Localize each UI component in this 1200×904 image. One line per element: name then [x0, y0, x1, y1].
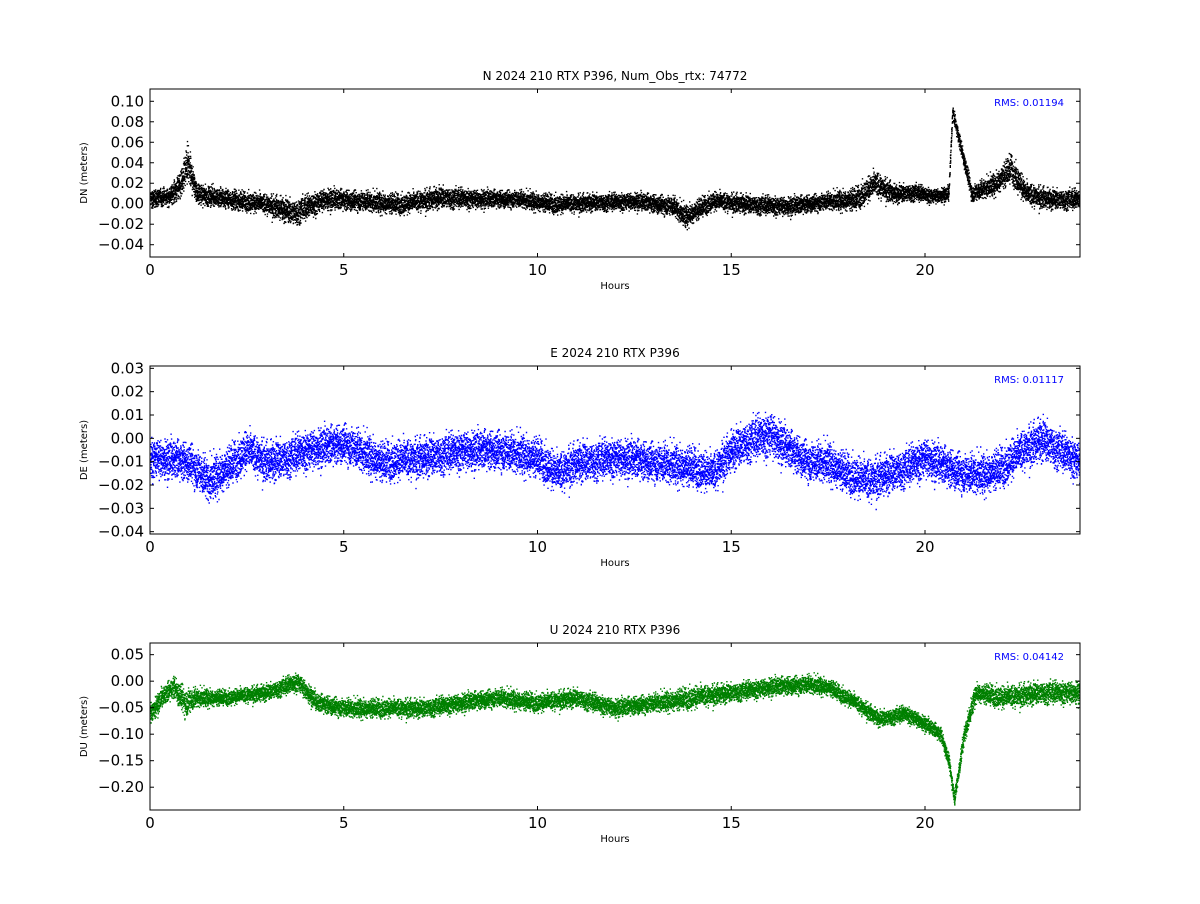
- x-tick-label-2-3: 15: [722, 814, 741, 832]
- axes-frame-2: [149, 642, 1081, 811]
- x-tick-label-0-3: 15: [722, 261, 741, 279]
- y-tick-label-2-4: 0.00: [111, 672, 144, 690]
- x-tick-label-0-4: 20: [915, 261, 934, 279]
- x-tick-label-1-4: 20: [915, 538, 934, 556]
- rms-annotation-2: RMS: 0.04142: [994, 652, 1064, 663]
- y-tick-label-1-7: 0.03: [111, 359, 144, 377]
- y-tick-label-1-0: −0.04: [98, 523, 144, 541]
- y-tick-label-2-2: −0.10: [98, 725, 144, 743]
- x-axis-label-2: Hours: [600, 834, 629, 845]
- x-tick-label-2-0: 0: [145, 814, 155, 832]
- rms-annotation-0: RMS: 0.01194: [994, 98, 1064, 109]
- x-tick-label-1-2: 10: [528, 538, 547, 556]
- x-tick-label-1-0: 0: [145, 538, 155, 556]
- series-2-0: [150, 672, 1080, 806]
- x-tick-label-1-1: 5: [339, 538, 349, 556]
- y-axis-label-2: DU (meters): [79, 696, 90, 757]
- x-tick-label-2-1: 5: [339, 814, 349, 832]
- chart-panel-2: 0 5 10 15 20 −0.20 −0.15 −0.10 −0.05 0.00 0.05 U 20…: [79, 623, 1081, 845]
- rms-annotation-1: RMS: 0.01117: [994, 375, 1064, 386]
- y-tick-label-0-1: −0.02: [98, 215, 144, 233]
- y-tick-label-0-7: 0.10: [111, 92, 144, 110]
- y-tick-label-1-4: 0.00: [111, 429, 144, 447]
- y-tick-label-0-0: −0.04: [98, 236, 144, 254]
- y-tick-label-1-6: 0.02: [111, 383, 144, 401]
- chart-title-0: N 2024 210 RTX P396, Num_Obs_rtx: 74772: [483, 69, 748, 83]
- y-tick-label-2-3: −0.05: [98, 699, 144, 717]
- x-tick-label-2-2: 10: [528, 814, 547, 832]
- y-tick-label-0-2: 0.00: [111, 195, 144, 213]
- x-axis-label-0: Hours: [600, 281, 629, 292]
- y-tick-label-0-4: 0.04: [111, 154, 144, 172]
- y-tick-label-1-2: −0.02: [98, 476, 144, 494]
- y-tick-label-1-3: −0.01: [98, 453, 144, 471]
- x-tick-label-0-0: 0: [145, 261, 155, 279]
- y-tick-label-0-3: 0.02: [111, 174, 144, 192]
- x-tick-label-2-4: 20: [915, 814, 934, 832]
- data-points-1: [150, 411, 1080, 511]
- x-axis-label-1: Hours: [600, 558, 629, 569]
- y-tick-label-1-1: −0.03: [98, 499, 144, 517]
- series-1-0: [150, 411, 1080, 511]
- data-points-0: [150, 107, 1080, 231]
- y-tick-label-1-5: 0.01: [111, 406, 144, 424]
- series-0-0: [150, 107, 1080, 231]
- chart-title-2: U 2024 210 RTX P396: [550, 623, 681, 637]
- y-axis-label-1: DE (meters): [79, 420, 90, 480]
- y-tick-label-0-5: 0.06: [111, 133, 144, 151]
- y-tick-label-2-0: −0.20: [98, 778, 144, 796]
- axes-frame-0: [149, 88, 1081, 258]
- y-axis-label-0: DN (meters): [79, 142, 90, 204]
- x-tick-label-0-2: 10: [528, 261, 547, 279]
- chart-title-1: E 2024 210 RTX P396: [550, 346, 679, 360]
- x-tick-label-0-1: 5: [339, 261, 349, 279]
- y-tick-label-2-5: 0.05: [111, 646, 144, 664]
- x-tick-label-1-3: 15: [722, 538, 741, 556]
- y-tick-label-0-6: 0.08: [111, 113, 144, 131]
- axes-frame-1: [149, 365, 1081, 535]
- data-points-2: [150, 672, 1080, 806]
- chart-panel-0: 0 5 10 15 20 −0.04 −0.02 0.00 0.02 0.04 0.06 0.08 0.…: [79, 69, 1081, 292]
- chart-panel-1: 0 5 10 15 20 −0.04 −0.03 −0.02 −0.01 0.00 0.01 0.02…: [79, 346, 1081, 569]
- y-tick-label-2-1: −0.15: [98, 752, 144, 770]
